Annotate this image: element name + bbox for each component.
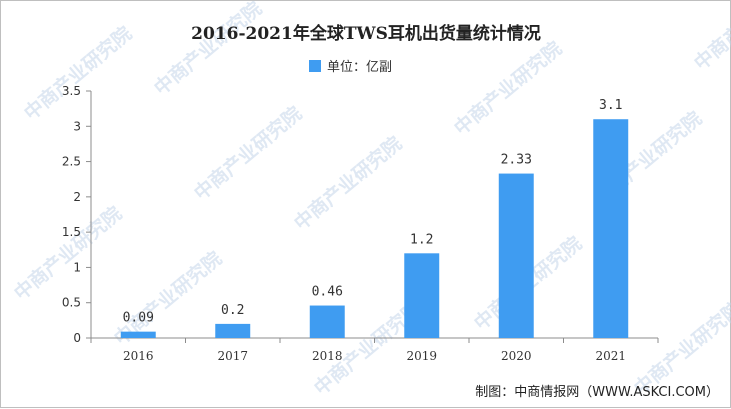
value-labels: 0.09 0.2 0.46 1.2 2.33 3.1 bbox=[123, 98, 623, 325]
y-tick-label: 2.5 bbox=[62, 155, 81, 169]
x-tick-label: 2020 bbox=[501, 349, 532, 363]
watermark-text: 中商产业研究院 bbox=[289, 132, 406, 235]
y-tick-label: 1.5 bbox=[62, 225, 81, 239]
data-label-2016: 0.09 bbox=[123, 311, 154, 326]
source-credit: 制图：中商情报网（WWW.ASKCI.COM） bbox=[475, 385, 719, 400]
bar-2019 bbox=[404, 253, 440, 338]
watermark-text: 中商产业研究院 bbox=[149, 1, 266, 100]
watermark-text: 中商产业研究院 bbox=[449, 37, 566, 140]
y-tick-label: 0.5 bbox=[62, 296, 81, 310]
bar-2021 bbox=[593, 119, 629, 338]
data-label-2021: 3.1 bbox=[599, 98, 622, 113]
x-tick-label: 2016 bbox=[123, 349, 154, 363]
data-label-2017: 0.2 bbox=[221, 303, 244, 318]
x-tick-label: 2019 bbox=[406, 349, 437, 363]
data-label-2019: 1.2 bbox=[410, 232, 433, 247]
bar-2017 bbox=[215, 323, 251, 338]
bar-2020 bbox=[498, 173, 534, 338]
chart-title: 2016-2021年全球TWS耳机出货量统计情况 bbox=[191, 23, 541, 44]
bar-2018 bbox=[309, 305, 345, 338]
bar-2016 bbox=[120, 331, 156, 338]
x-axis: 2016 2017 2018 2019 2020 2021 bbox=[90, 337, 659, 363]
legend-label: 单位：亿副 bbox=[327, 60, 392, 75]
watermark-text: 中商产业研究院 bbox=[9, 202, 126, 305]
y-tick-label: 3.5 bbox=[62, 84, 81, 98]
data-label-2018: 0.46 bbox=[312, 285, 343, 300]
y-tick-label: 0 bbox=[73, 331, 81, 345]
x-tick-label: 2017 bbox=[217, 349, 248, 363]
watermark-text: 中商产业研究院 bbox=[189, 102, 306, 205]
y-tick-label: 1 bbox=[73, 260, 81, 274]
y-tick-label: 2 bbox=[73, 190, 81, 204]
watermark-text: 中商产业研究院 bbox=[689, 1, 731, 75]
y-tick-label: 3 bbox=[73, 119, 81, 133]
y-axis: 0 0.5 1 1.5 2 2.5 3 3.5 bbox=[62, 84, 92, 345]
x-tick-label: 2021 bbox=[595, 349, 626, 363]
bars bbox=[120, 119, 629, 338]
data-label-2020: 2.33 bbox=[501, 153, 532, 168]
x-tick-label: 2018 bbox=[312, 349, 343, 363]
watermark-text: 中商产业研究院 bbox=[19, 22, 136, 125]
legend-swatch bbox=[309, 60, 321, 72]
